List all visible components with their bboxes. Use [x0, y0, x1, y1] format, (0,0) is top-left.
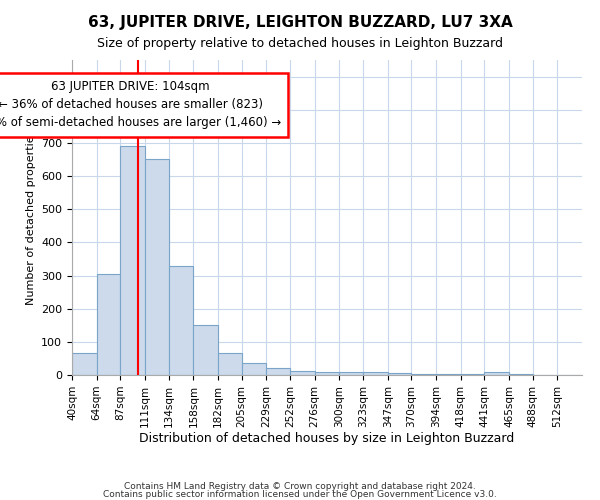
- Bar: [314, 372, 340, 375]
- Text: 63 JUPITER DRIVE: 104sqm
← 36% of detached houses are smaller (823)
63% of semi-: 63 JUPITER DRIVE: 104sqm ← 36% of detach…: [0, 80, 281, 130]
- X-axis label: Distribution of detached houses by size in Leighton Buzzard: Distribution of detached houses by size …: [139, 432, 515, 446]
- Bar: [388, 374, 412, 375]
- Bar: [436, 374, 461, 375]
- Y-axis label: Number of detached properties: Number of detached properties: [26, 130, 35, 305]
- Bar: [193, 326, 218, 375]
- Bar: [266, 368, 290, 375]
- Bar: [340, 372, 363, 375]
- Bar: [97, 274, 121, 375]
- Bar: [363, 372, 388, 375]
- Text: Contains public sector information licensed under the Open Government Licence v3: Contains public sector information licen…: [103, 490, 497, 499]
- Bar: [461, 374, 484, 375]
- Bar: [509, 374, 533, 375]
- Text: Size of property relative to detached houses in Leighton Buzzard: Size of property relative to detached ho…: [97, 38, 503, 51]
- Bar: [169, 266, 193, 375]
- Bar: [72, 354, 97, 375]
- Bar: [484, 372, 509, 375]
- Bar: [412, 374, 436, 375]
- Bar: [242, 364, 266, 375]
- Bar: [290, 370, 314, 375]
- Bar: [218, 354, 242, 375]
- Bar: [121, 146, 145, 375]
- Text: Contains HM Land Registry data © Crown copyright and database right 2024.: Contains HM Land Registry data © Crown c…: [124, 482, 476, 491]
- Text: 63, JUPITER DRIVE, LEIGHTON BUZZARD, LU7 3XA: 63, JUPITER DRIVE, LEIGHTON BUZZARD, LU7…: [88, 15, 512, 30]
- Bar: [145, 160, 169, 375]
